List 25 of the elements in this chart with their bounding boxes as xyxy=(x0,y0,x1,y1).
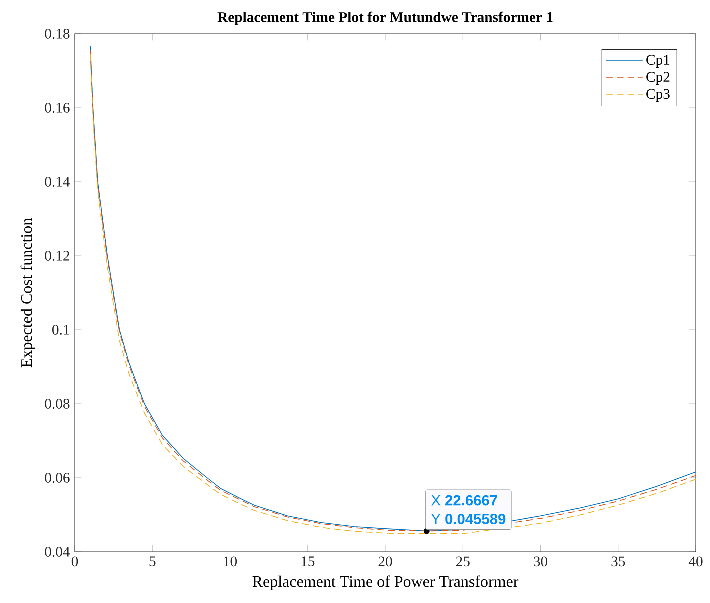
y-tick-label: 0.16 xyxy=(45,103,70,113)
x-tick-label: 0 xyxy=(72,556,78,567)
y-tick-label: 0.14 xyxy=(45,177,70,187)
y-tick-label: 0.06 xyxy=(45,473,70,483)
x-tick-label: 15 xyxy=(302,556,315,567)
x-tick-label: 10 xyxy=(224,556,238,567)
x-tick-label: 5 xyxy=(150,556,156,566)
x-tick-label: 40 xyxy=(688,556,703,567)
y-tick-label: 0.08 xyxy=(45,399,70,409)
x-axis-title: Replacement Time of Power Transformer xyxy=(252,576,519,590)
y-tick-label: 0.12 xyxy=(45,251,70,261)
annotation: Y 0.045589 xyxy=(431,514,506,524)
x-tick-label: 30 xyxy=(534,556,548,567)
chart-title: Replacement Time Plot for Mutundwe Transformer 1 xyxy=(218,12,553,26)
y-tick-label: 0.04 xyxy=(45,547,70,557)
legend-label: Cp3 xyxy=(646,89,670,102)
legend-label: Cp2 xyxy=(646,72,670,86)
legend-label: Cp1 xyxy=(646,55,670,68)
y-axis-title: Expected Cost function xyxy=(20,218,36,368)
annotation: X 22.6667 xyxy=(432,495,498,506)
x-tick-label: 25 xyxy=(456,556,470,567)
y-tick-label: 0.1 xyxy=(52,325,70,335)
x-tick-label: 35 xyxy=(612,556,626,567)
y-tick-label: 0.18 xyxy=(45,29,70,39)
x-tick-label: 20 xyxy=(378,556,392,567)
